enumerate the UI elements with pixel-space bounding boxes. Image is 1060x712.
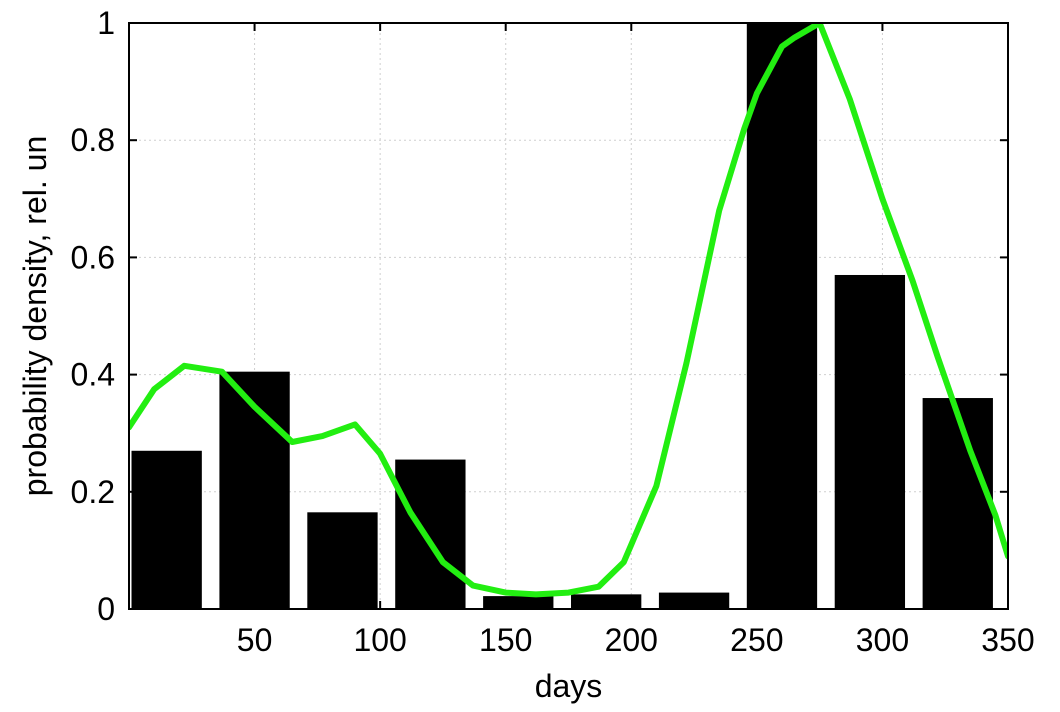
bar: [395, 459, 466, 609]
density-line: [129, 23, 1008, 598]
x-tick-label: 150: [479, 622, 532, 658]
bar: [131, 450, 202, 609]
bars: [131, 23, 1060, 609]
y-tick-label: 1: [97, 5, 115, 41]
y-tick-label: 0.4: [71, 357, 115, 393]
bar: [219, 371, 290, 609]
x-tick-label: 250: [730, 622, 783, 658]
bar: [483, 596, 554, 609]
bar: [1011, 570, 1060, 609]
bar: [746, 23, 818, 609]
x-tick-label: 50: [237, 622, 273, 658]
y-tick-label: 0.2: [71, 474, 115, 510]
x-tick-label: 300: [856, 622, 909, 658]
bar: [922, 398, 993, 609]
x-tick-label: 350: [981, 622, 1034, 658]
plot-frame: [128, 22, 1009, 610]
y-tick-label: 0: [97, 591, 115, 627]
x-axis-label: days: [535, 668, 603, 704]
y-axis-ticks: 0 0.2 0.4 0.6 0.8 1: [71, 5, 1008, 627]
density-line-layer: [129, 23, 1008, 598]
x-axis-ticks: 50 100 150 200 250 300 350: [237, 23, 1035, 658]
y-axis-label: probability density, rel. un: [17, 136, 53, 496]
x-tick-label: 200: [605, 622, 658, 658]
x-tick-label: 100: [353, 622, 406, 658]
bar: [658, 592, 730, 609]
bar: [571, 594, 642, 609]
bar: [834, 274, 906, 609]
y-tick-label: 0.6: [71, 239, 115, 275]
y-tick-label: 0.8: [71, 122, 115, 158]
bar: [307, 512, 378, 609]
